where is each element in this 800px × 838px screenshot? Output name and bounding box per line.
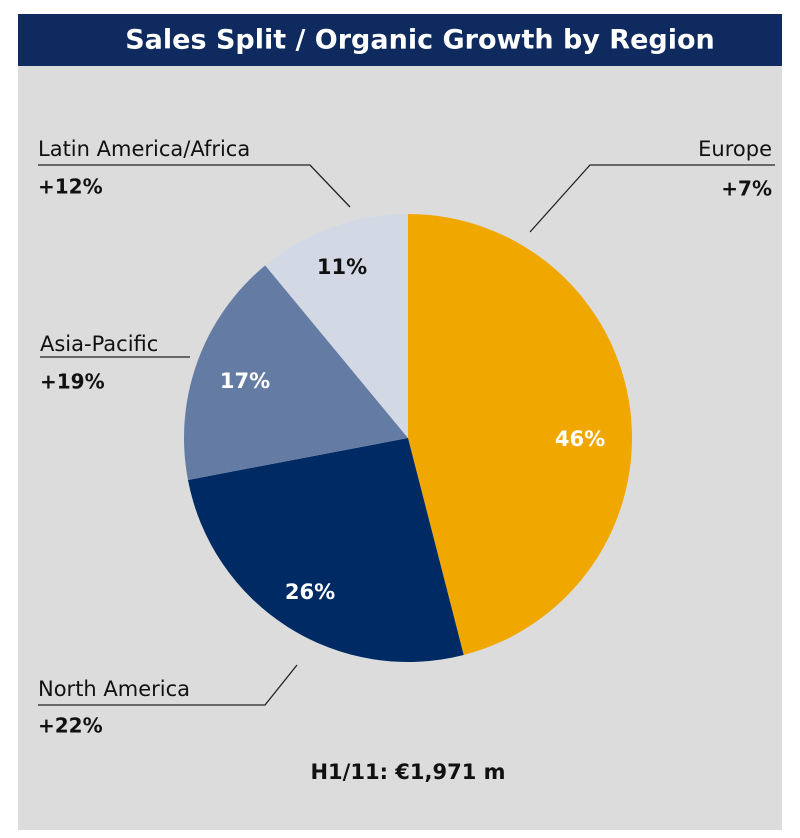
- growth-label: +7%: [721, 177, 772, 201]
- pie-slice: [408, 214, 633, 655]
- slice-label: 26%: [285, 580, 335, 604]
- category-label: Asia-Pacific: [40, 332, 158, 356]
- growth-label: +12%: [38, 175, 103, 199]
- slice-label: 11%: [317, 255, 367, 279]
- pie-slice: [183, 265, 408, 480]
- category-label: Europe: [698, 137, 772, 161]
- chart-title: Sales Split / Organic Growth by Region: [125, 25, 715, 56]
- pie-slice: [265, 214, 408, 438]
- title-bar: [18, 14, 782, 66]
- leader-line: [529, 164, 775, 233]
- growth-label: +19%: [40, 370, 105, 394]
- growth-label: +22%: [38, 714, 103, 738]
- slice-label: 46%: [555, 427, 605, 451]
- note: H1/11: €1,971 m: [310, 760, 505, 784]
- category-label: North America: [38, 677, 190, 701]
- leader-line: [38, 164, 351, 208]
- slice-label: 17%: [220, 369, 270, 393]
- category-label: Latin America/Africa: [38, 137, 250, 161]
- leader-line: [38, 664, 298, 706]
- pie-slice: [187, 438, 464, 663]
